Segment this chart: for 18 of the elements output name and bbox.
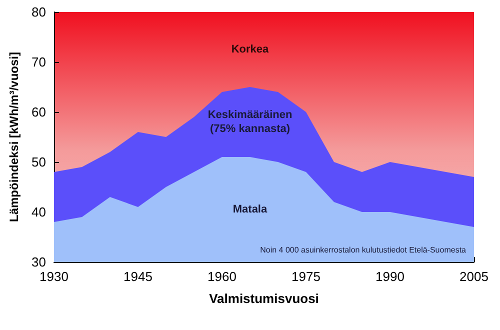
series-label: Matala xyxy=(232,204,268,216)
x-tick-label: 1960 xyxy=(208,269,236,284)
annotation: Noin 4 000 asuinkerrostalon kulutustiedot Etelä-Suomesta xyxy=(260,246,467,254)
y-tick-label: 50 xyxy=(32,154,46,170)
y-tick-label: 80 xyxy=(32,4,46,20)
series-label: Keskimääräinen (75% kannasta) xyxy=(208,109,292,135)
x-tick-label: 1990 xyxy=(376,269,404,284)
x-tick-label: 1975 xyxy=(292,269,320,284)
y-tick-label: 40 xyxy=(32,204,46,220)
x-tick-label: 2005 xyxy=(460,269,488,284)
annotation: Korkea xyxy=(231,44,270,56)
y-axis-title: Lämpöindeksi [kWh/m³/vuosi] xyxy=(7,52,21,222)
y-tick-label: 70 xyxy=(32,54,46,70)
x-axis-title: Valmistumisvuosi xyxy=(209,291,319,306)
x-tick-label: 1945 xyxy=(124,269,152,284)
y-tick-label: 60 xyxy=(32,104,46,120)
y-tick-label: 30 xyxy=(32,254,46,270)
x-tick-label: 1930 xyxy=(40,269,68,284)
